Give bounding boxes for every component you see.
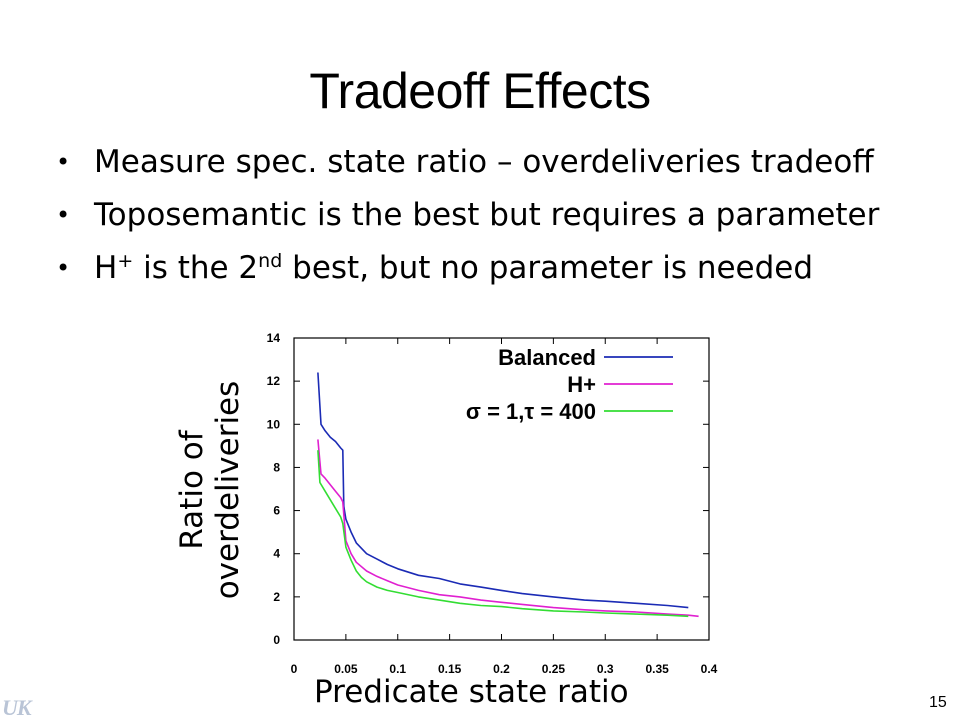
x-tick-label: 0.35 (645, 662, 669, 676)
y-tick-label: 14 (267, 331, 281, 345)
x-tick-label: 0 (291, 662, 298, 676)
y-tick-label: 4 (273, 547, 280, 561)
bullet-item: • Measure spec. state ratio – overdelive… (56, 136, 879, 189)
bullet-dot-icon: • (56, 148, 71, 176)
x-tick-label: 0.15 (438, 662, 462, 676)
bullet-text-h: H (94, 250, 118, 286)
bullet-list: • Measure spec. state ratio – overdelive… (56, 136, 879, 295)
y-axis-label-line: Ratio of (174, 430, 210, 550)
x-tick-label: 0.1 (389, 662, 406, 676)
bullet-item: • H+ is the 2nd best, but no parameter i… (56, 242, 879, 295)
y-tick-label: 12 (267, 374, 281, 388)
legend-label: Balanced (498, 345, 596, 370)
x-tick-label: 0.3 (597, 662, 614, 676)
bullet-dot-icon: • (56, 201, 71, 229)
legend-label: H+ (567, 372, 596, 397)
bullet-text: Measure spec. state ratio – overdeliveri… (94, 144, 874, 180)
y-axis-label-line: overdeliveries (210, 380, 246, 600)
y-tick-label: 8 (273, 460, 280, 474)
legend-label: σ = 1,τ = 400 (466, 399, 596, 424)
slide-title: Tradeoff Effects (309, 63, 651, 119)
page-number: 15 (929, 694, 947, 711)
bullet-superscript-nd: nd (258, 250, 283, 272)
bullet-text-post: best, but no parameter is needed (282, 250, 814, 286)
bullet-item: • Toposemantic is the best but requires … (56, 189, 879, 242)
x-axis-label: Predicate state ratio (314, 674, 629, 710)
bullet-superscript-plus: + (117, 250, 134, 272)
series-line-2 (317, 439, 699, 618)
y-tick-label: 2 (273, 590, 280, 604)
bullet-text-mid: is the 2 (133, 250, 259, 286)
university-logo: UK (2, 695, 32, 720)
x-tick-label: 0.2 (493, 662, 510, 676)
bullet-dot-icon: • (56, 254, 71, 282)
y-tick-label: 6 (273, 504, 280, 518)
x-tick-label: 0.05 (334, 662, 358, 676)
x-tick-label: 0.25 (542, 662, 566, 676)
y-tick-label: 0 (273, 633, 280, 647)
bullet-text: Toposemantic is the best but requires a … (94, 197, 880, 233)
x-tick-label: 0.4 (701, 662, 718, 676)
series-line-3 (317, 450, 689, 618)
series-line-1 (317, 372, 689, 609)
y-tick-label: 10 (267, 417, 281, 431)
